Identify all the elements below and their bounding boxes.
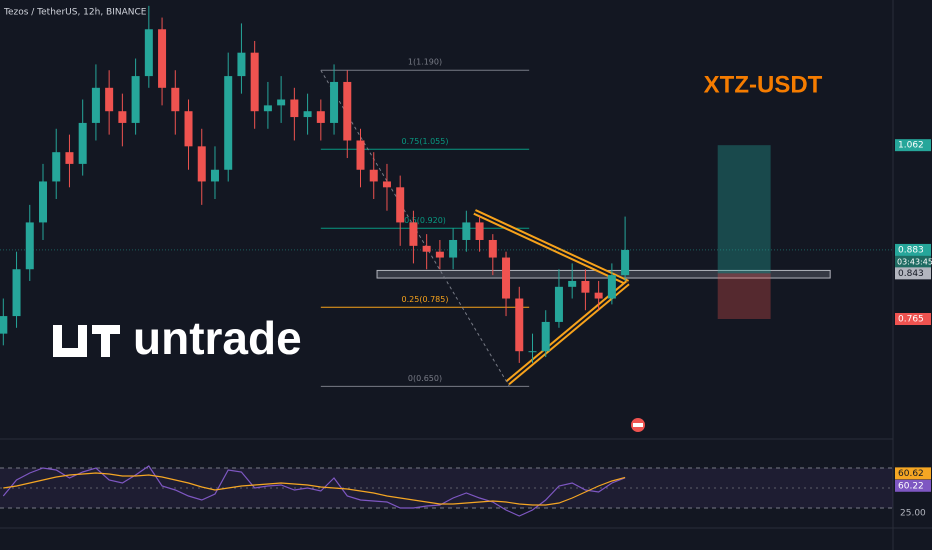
candle-body <box>621 249 630 276</box>
annotation: XTZ-USDT <box>704 71 823 98</box>
candle-body <box>250 52 259 112</box>
candle-body <box>52 152 61 182</box>
axes: 50.0025.001.0620.88303:43:450.8430.76560… <box>895 139 932 519</box>
candle-body <box>502 257 511 299</box>
icon[interactable] <box>633 423 643 427</box>
candle-body <box>462 222 471 240</box>
entry-tag-bg <box>895 267 931 280</box>
candle-body <box>528 351 537 353</box>
rsi-tick-label: 25.00 <box>900 509 926 519</box>
fib-label: 0.5(0.920) <box>404 216 446 225</box>
target-tag-bg <box>895 139 931 152</box>
candle-body <box>277 99 286 106</box>
rsi-line <box>2 465 626 517</box>
candle-body <box>475 222 484 240</box>
candle-body <box>263 105 272 112</box>
rsi-tag: 60.22 <box>898 481 924 491</box>
overlays: 1(1.190) 0.75(1.055) 0.5(0.920) 0.25(0.785)… <box>0 58 893 387</box>
candle-body <box>171 87 180 112</box>
candle-body <box>488 239 497 258</box>
trendline <box>320 69 510 387</box>
fib-label: 0.25(0.785) <box>402 295 449 304</box>
last-price-tag: 0.883 <box>898 245 924 255</box>
watermark: untrade <box>133 312 302 364</box>
target-zone <box>717 145 771 274</box>
rsi-ma-line <box>3 472 626 506</box>
candle-body <box>449 239 458 258</box>
candle-body <box>91 87 100 123</box>
fib-label: 0(0.650) <box>408 374 442 383</box>
candle-body <box>382 181 391 188</box>
logo-shape <box>101 325 110 357</box>
candle-body <box>25 222 34 270</box>
watermark-logo <box>53 325 120 357</box>
countdown-bg <box>895 255 931 268</box>
alert-icon[interactable] <box>631 418 645 432</box>
candle-body <box>224 76 233 170</box>
chart-title: Tezos / TetherUS, 12h, BINANCE <box>3 8 147 18</box>
candle-body <box>554 286 563 322</box>
candle-body <box>131 76 140 123</box>
candle-body <box>356 140 365 170</box>
candle-body <box>515 298 524 352</box>
candle-body <box>581 280 590 293</box>
stop-tag: 0.765 <box>898 315 924 325</box>
candle-body <box>422 245 431 252</box>
candle-body <box>343 81 352 141</box>
candle-body <box>409 222 418 246</box>
rsi-ma-tag-bg <box>895 467 931 480</box>
candle-body <box>78 122 87 164</box>
entry-tag: 0.843 <box>898 269 924 279</box>
candle-body <box>396 187 405 223</box>
candle-body <box>118 111 127 123</box>
candle-body <box>435 251 444 258</box>
candle-body <box>184 111 193 147</box>
logo-shape <box>78 325 87 350</box>
candle-body <box>158 29 167 88</box>
candle-body <box>330 81 339 123</box>
countdown: 03:43:45 <box>897 257 932 266</box>
candle-body <box>65 152 74 164</box>
candle-body <box>303 111 312 118</box>
candle-body <box>105 87 114 112</box>
fib-label: 1(1.190) <box>408 58 442 67</box>
candle-body <box>290 99 299 118</box>
stop-zone <box>717 273 771 320</box>
stop-tag-bg <box>895 313 931 326</box>
trendline <box>507 281 629 384</box>
candle-body <box>210 169 219 182</box>
target-tag: 1.062 <box>898 141 924 151</box>
candle-body <box>38 181 47 223</box>
fib-label: 0.75(1.055) <box>402 137 449 146</box>
rsi-tag-bg <box>895 479 931 492</box>
rsi-pane <box>0 465 893 517</box>
candle-body <box>568 280 577 287</box>
last-price-tag-bg <box>895 243 931 256</box>
logo-shape <box>53 325 62 357</box>
candle-body <box>12 269 21 317</box>
logo-shape <box>53 348 87 357</box>
candle-body <box>541 321 550 352</box>
candle-body <box>197 146 206 182</box>
candle-body <box>316 111 325 123</box>
candle-body <box>0 316 8 334</box>
candles <box>0 5 630 363</box>
candle-body <box>369 169 378 182</box>
trendline <box>474 210 629 284</box>
candle-body <box>144 29 153 77</box>
candle-body <box>607 275 616 299</box>
rsi-ma-tag: 60.62 <box>898 469 924 479</box>
candle-body <box>237 52 246 77</box>
candle-body <box>594 292 603 299</box>
